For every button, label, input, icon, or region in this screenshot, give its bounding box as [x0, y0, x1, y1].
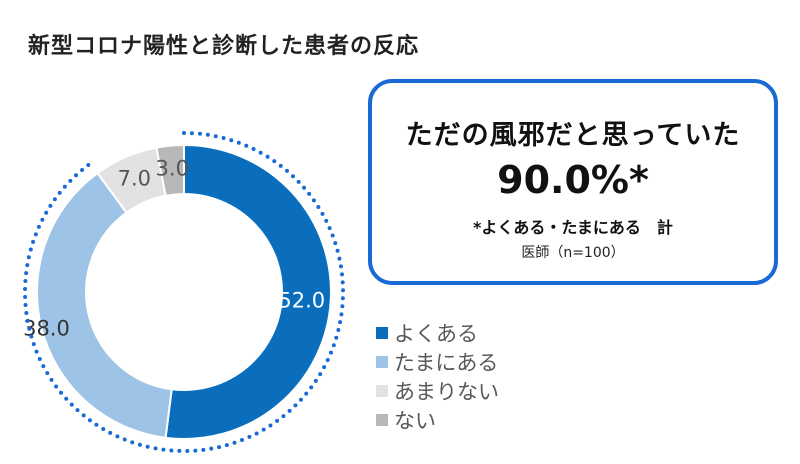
- donut-chart: 52.038.07.0 3.0: [23, 131, 345, 453]
- legend-item: たまにある: [376, 347, 499, 376]
- callout-headline: ただの風邪だと思っていた: [405, 120, 741, 151]
- donut-slice: [164, 143, 332, 440]
- callout-footnote: *よくある・たまにある 計: [473, 218, 673, 237]
- slice-value-label: 3.0: [156, 157, 189, 181]
- legend-swatch: [376, 326, 388, 339]
- chart-title: 新型コロナ陽性と診断した患者の反応: [28, 34, 420, 59]
- donut-slice: [36, 171, 173, 439]
- legend-label: ない: [394, 408, 436, 433]
- legend-item: よくある: [376, 318, 499, 347]
- legend-label: たまにある: [394, 350, 499, 375]
- legend-item: ない: [376, 405, 499, 434]
- legend-swatch: [376, 413, 388, 426]
- legend-label: よくある: [394, 321, 478, 346]
- slice-value-label: 52.0: [278, 288, 325, 312]
- highlight-dotted-arc: [23, 131, 345, 453]
- legend-swatch: [376, 355, 388, 368]
- legend-label: あまりない: [394, 379, 499, 404]
- callout-value: 90.0%*: [497, 158, 649, 202]
- slice-value-label: 7.0: [118, 166, 151, 190]
- legend-item: あまりない: [376, 376, 499, 405]
- callout-sample-size: 医師（n=100）: [521, 245, 625, 261]
- donut-slice: [155, 143, 185, 197]
- chart-legend: よくある たまにある あまりない ない: [376, 318, 499, 434]
- summary-callout: ただの風邪だと思っていた 90.0%* *よくある・たまにある 計 医師（n=1…: [368, 79, 778, 285]
- legend-swatch: [376, 384, 388, 397]
